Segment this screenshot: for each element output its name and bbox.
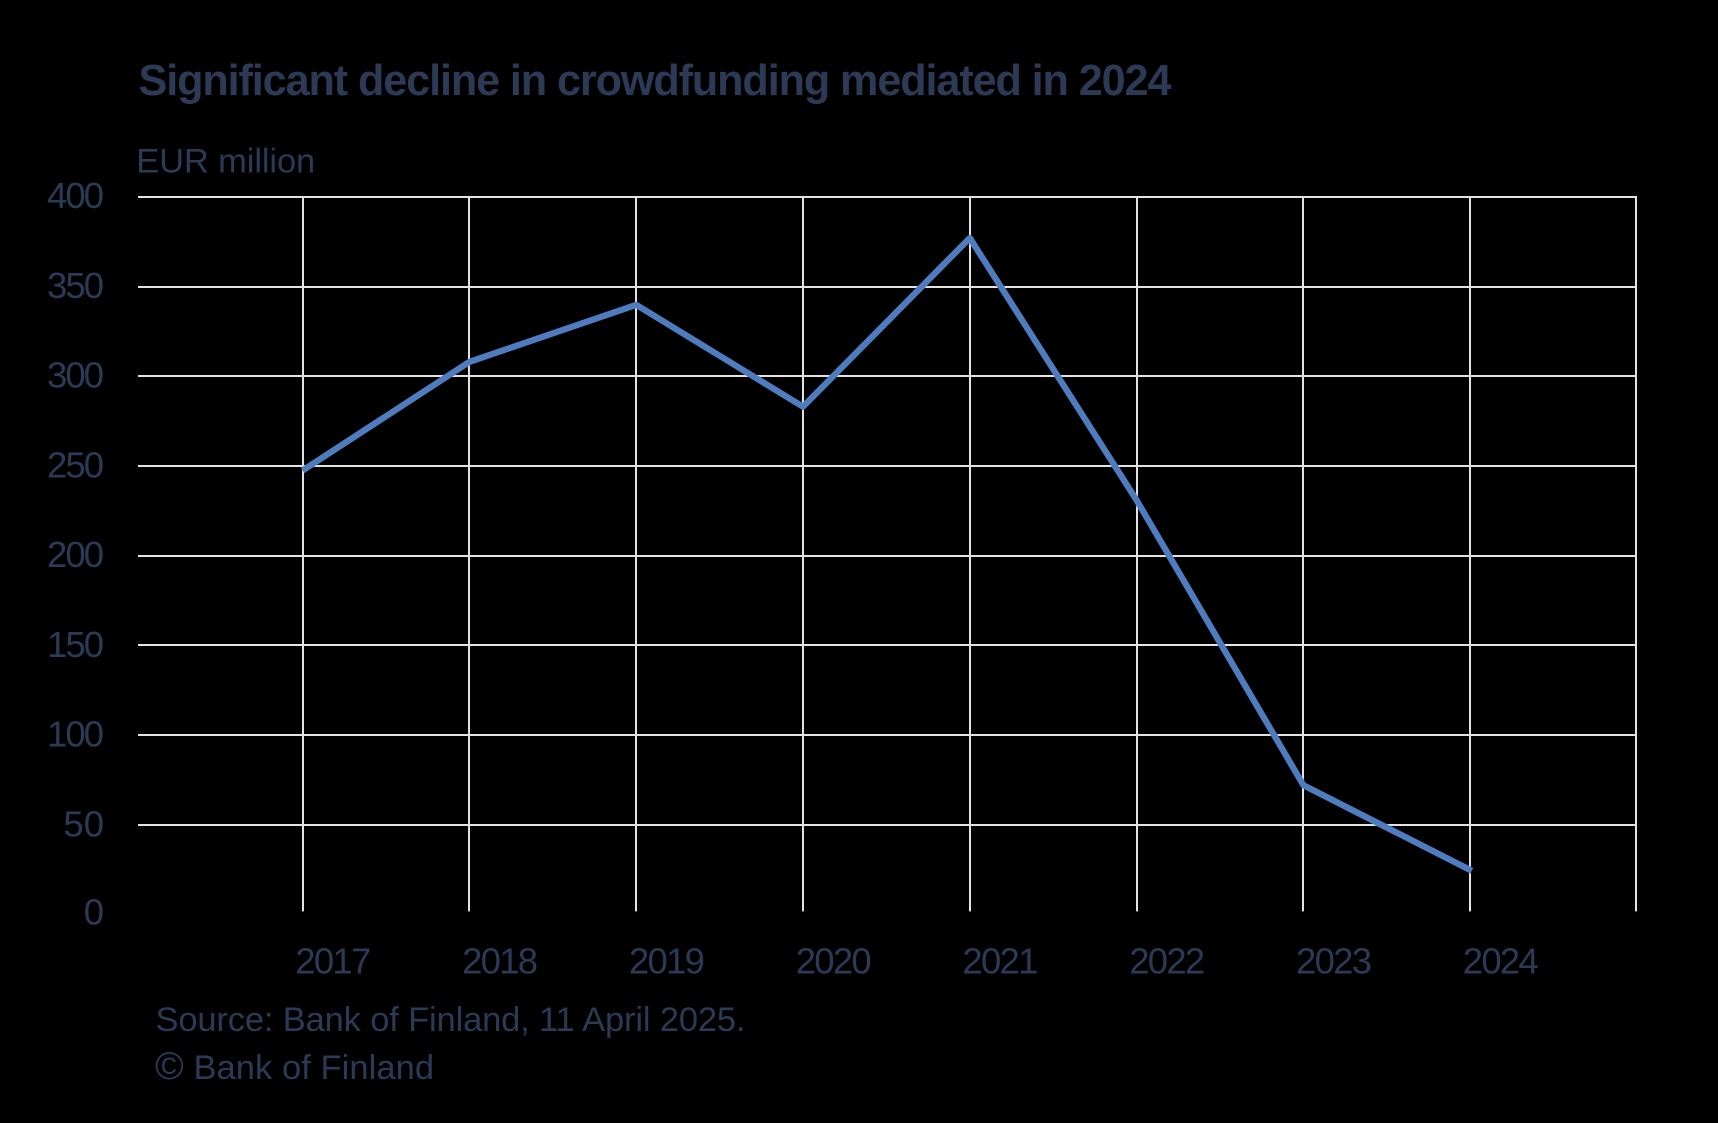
svg-text:2019: 2019 (629, 940, 705, 981)
svg-text:200: 200 (47, 534, 104, 575)
svg-text:Significant decline in crowdfu: Significant decline in crowdfunding medi… (139, 57, 1172, 105)
svg-text:2020: 2020 (796, 940, 872, 981)
svg-text:150: 150 (47, 624, 104, 665)
svg-text:100: 100 (47, 714, 104, 755)
svg-text:250: 250 (47, 444, 104, 485)
svg-text:300: 300 (47, 355, 104, 396)
svg-text:EUR million: EUR million (136, 143, 315, 181)
svg-text:0: 0 (84, 892, 104, 933)
svg-text:2018: 2018 (462, 940, 538, 981)
svg-text:2023: 2023 (1296, 940, 1372, 981)
svg-text:© Bank of Finland: © Bank of Finland (155, 1045, 434, 1088)
svg-text:2017: 2017 (295, 940, 371, 981)
svg-text:350: 350 (47, 265, 104, 306)
svg-text:Source: Bank of Finland, 11 Ap: Source: Bank of Finland, 11 April 2025. (156, 1001, 746, 1039)
svg-text:2022: 2022 (1129, 940, 1205, 981)
svg-text:2024: 2024 (1463, 940, 1539, 981)
svg-text:400: 400 (47, 175, 104, 216)
svg-text:50: 50 (63, 803, 104, 844)
svg-text:2021: 2021 (962, 940, 1038, 981)
